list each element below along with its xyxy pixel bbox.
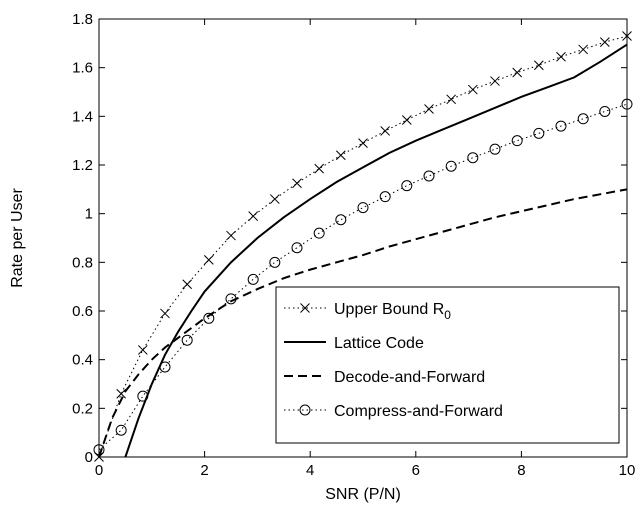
circle-marker <box>203 312 215 324</box>
y-tick-label: 1.4 <box>72 108 93 125</box>
legend: Upper Bound R0 Lattice Code Decode-and-For… <box>275 286 620 444</box>
x-marker <box>533 60 544 71</box>
x-tick-label: 6 <box>412 462 420 479</box>
y-tick-label: 1 <box>85 206 93 223</box>
legend-label: Compress-and-Forward <box>334 403 503 420</box>
x-marker <box>226 230 236 241</box>
x-marker <box>203 255 214 265</box>
circle-marker <box>159 361 171 373</box>
series-layer <box>93 31 633 462</box>
legend-entry-compress-and-forward: Compress-and-Forward <box>284 403 503 420</box>
circle-marker <box>555 120 567 132</box>
x-marker <box>300 303 310 313</box>
series-compress-and-forward <box>93 98 633 456</box>
x-tick-label: 4 <box>306 462 314 479</box>
circle-marker <box>445 160 457 172</box>
series-decode-and-forward <box>98 188 628 458</box>
x-marker <box>292 178 302 189</box>
circle-marker <box>401 180 413 192</box>
x-marker <box>137 345 148 355</box>
circle-marker <box>291 242 303 254</box>
x-marker <box>490 76 500 86</box>
x-marker <box>116 388 127 399</box>
x-marker <box>380 126 391 136</box>
series-line <box>98 188 628 458</box>
x-marker <box>248 211 259 221</box>
x-marker <box>599 37 610 47</box>
series-line <box>98 103 628 451</box>
circle-marker <box>137 390 149 402</box>
circle-marker <box>489 143 501 155</box>
circle-marker <box>379 191 391 203</box>
x-axis-title: SNR (P/N) <box>325 486 401 503</box>
plot-frame <box>98 18 628 458</box>
circle-marker <box>181 334 193 346</box>
x-marker <box>446 94 457 105</box>
x-marker <box>358 138 368 148</box>
circle-marker <box>269 256 281 268</box>
legend-label: Decode-and-Forward <box>334 369 485 386</box>
circle-marker <box>533 127 545 139</box>
circle-marker <box>467 152 479 164</box>
x-marker <box>182 279 193 290</box>
y-tick-label: 0.8 <box>72 254 93 271</box>
x-marker <box>578 44 589 55</box>
circle-marker <box>247 273 259 285</box>
circle-marker <box>313 227 325 239</box>
y-tick-label: 1.2 <box>72 157 93 174</box>
circle-marker <box>577 113 589 125</box>
circle-marker <box>423 170 435 182</box>
legend-label: Upper Bound R0 <box>334 301 451 322</box>
series-lattice-code <box>124 43 628 458</box>
ticks-layer: 0 2 4 6 8 10 0 0.2 0.4 0.6 0.8 1 1.2 1.4 1.6 1.8 <box>72 11 635 479</box>
legend-entry-upper-bound-r: Upper Bound R0 <box>284 301 451 322</box>
y-axis-title: Rate per User <box>9 188 26 288</box>
legend-box <box>275 286 620 444</box>
circle-marker <box>115 424 127 436</box>
circle-marker <box>357 202 369 214</box>
circle-marker <box>335 214 347 226</box>
legend-subscript: 0 <box>444 308 451 322</box>
legend-entry-lattice-code: Lattice Code <box>284 335 424 352</box>
x-marker <box>160 308 170 319</box>
x-marker <box>335 150 346 161</box>
x-marker <box>467 84 478 95</box>
y-tick-label: 1.6 <box>72 60 93 77</box>
circle-marker <box>225 293 237 305</box>
circle-marker <box>599 105 611 117</box>
x-marker <box>512 67 523 78</box>
series-upper-bound-r <box>94 31 632 462</box>
x-marker <box>314 163 325 174</box>
legend-entry-decode-and-forward: Decode-and-Forward <box>284 369 485 386</box>
series-line <box>124 43 628 458</box>
y-tick-label: 0 <box>85 449 93 466</box>
y-tick-label: 0.6 <box>72 303 93 320</box>
x-tick-label: 0 <box>95 462 103 479</box>
x-marker <box>556 51 566 62</box>
x-tick-label: 8 <box>517 462 525 479</box>
legend-label: Lattice Code <box>334 335 424 352</box>
x-marker <box>424 104 434 114</box>
x-marker <box>269 194 280 204</box>
y-tick-label: 0.4 <box>72 352 93 369</box>
y-tick-label: 1.8 <box>72 11 93 28</box>
y-tick-label: 0.2 <box>72 400 93 417</box>
x-tick-label: 10 <box>619 462 636 479</box>
x-tick-label: 2 <box>200 462 208 479</box>
x-marker <box>401 115 412 125</box>
circle-marker <box>299 404 311 416</box>
circle-marker <box>511 135 523 147</box>
